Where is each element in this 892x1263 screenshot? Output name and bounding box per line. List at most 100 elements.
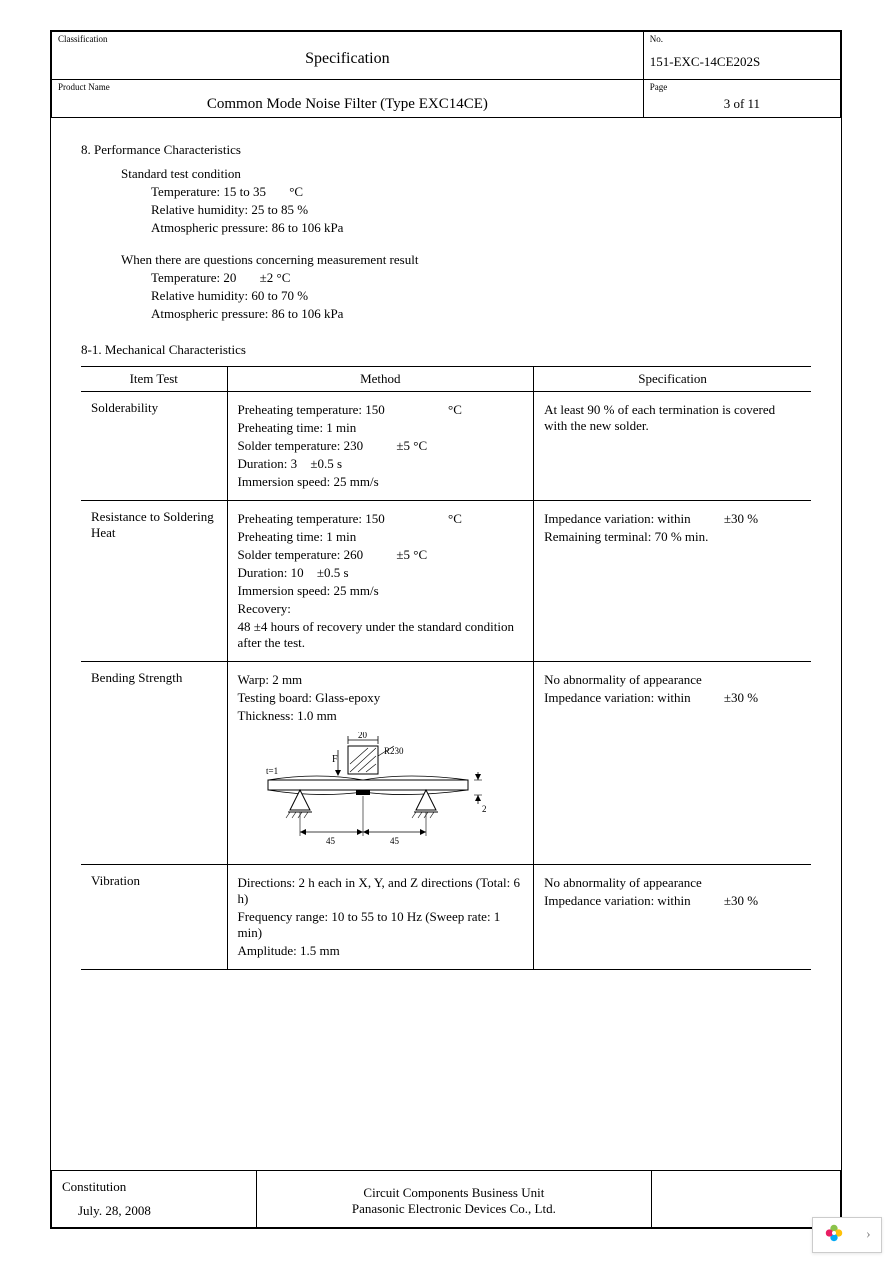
solder-temp-tol: ±5 °C xyxy=(396,438,427,454)
header-product-cell: Product Name Common Mode Noise Filter (T… xyxy=(52,80,644,118)
footer-table: Constitution July. 28, 2008 Circuit Comp… xyxy=(51,1170,841,1228)
immersion: Immersion speed: 25 mm/s xyxy=(238,583,524,599)
method-cell: Directions: 2 h each in X, Y, and Z dire… xyxy=(227,865,534,970)
std-rh: Relative humidity: 25 to 85 % xyxy=(151,202,811,218)
header-classification-cell: Classification Specification xyxy=(52,32,644,80)
col-item: Item Test xyxy=(81,367,227,392)
spec-cell: No abnormality of appearance Impedance v… xyxy=(534,865,811,970)
item-cell: Vibration xyxy=(81,865,227,970)
dir: Directions: 2 h each in X, Y, and Z dire… xyxy=(238,875,524,907)
preheat-temp-unit: °C xyxy=(448,511,462,527)
std-temp-line: Temperature: 15 to 35 °C xyxy=(151,184,811,200)
spec-line1: No abnormality of appearance xyxy=(544,672,801,688)
solder-temp-tol: ±5 °C xyxy=(396,547,427,563)
amp: Amplitude: 1.5 mm xyxy=(238,943,524,959)
const-date: July. 28, 2008 xyxy=(78,1203,246,1219)
solder-temp: Solder temperature: 230 xyxy=(238,438,364,453)
dim-45r: 45 xyxy=(390,836,400,846)
corner-widget[interactable]: › xyxy=(812,1217,882,1253)
label-F: F xyxy=(332,754,338,765)
std-title: Standard test condition xyxy=(121,166,811,182)
immersion: Immersion speed: 25 mm/s xyxy=(238,474,524,490)
preheat-temp: Preheating temperature: 150 xyxy=(238,511,385,526)
table-row: Resistance to Soldering Heat Preheating … xyxy=(81,501,811,662)
no-value: 151-EXC-14CE202S xyxy=(650,54,834,70)
duration: Duration: 10 xyxy=(238,565,304,580)
const-label: Constitution xyxy=(62,1179,246,1195)
footer-company-cell: Circuit Components Business Unit Panason… xyxy=(257,1171,652,1228)
item-cell: Bending Strength xyxy=(81,662,227,865)
spec-tol2: ±30 % xyxy=(724,893,758,909)
no-label: No. xyxy=(650,34,834,44)
q-ap: Atmospheric pressure: 86 to 106 kPa xyxy=(151,306,811,322)
std-temp-unit: °C xyxy=(289,184,303,200)
recovery-label: Recovery: xyxy=(238,601,524,617)
std-temp: Temperature: 15 to 35 xyxy=(151,184,266,199)
dim-2: 2 xyxy=(482,804,487,814)
spec-line2: Impedance variation: within xyxy=(544,893,691,908)
q-rh: Relative humidity: 60 to 70 % xyxy=(151,288,811,304)
spec-cell: Impedance variation: within ±30 % Remain… xyxy=(534,501,811,662)
bending-diagram: 20 R230 xyxy=(238,732,524,856)
dim-20: 20 xyxy=(358,732,368,740)
duration-tol: ±0.5 s xyxy=(317,565,349,581)
product-value: Common Mode Noise Filter (Type EXC14CE) xyxy=(58,96,637,113)
spec-line1: Impedance variation: within xyxy=(544,511,691,526)
chevron-right-icon: › xyxy=(866,1227,871,1243)
std-condition-block: Standard test condition Temperature: 15 … xyxy=(121,166,811,236)
mechanical-table: Item Test Method Specification Solderabi… xyxy=(81,366,811,970)
preheat-time: Preheating time: 1 min xyxy=(238,420,524,436)
company-line1: Circuit Components Business Unit xyxy=(267,1185,641,1201)
spec-title: Specification xyxy=(58,50,637,68)
q-temp: Temperature: 20 xyxy=(151,270,236,285)
spec-line2: Impedance variation: within xyxy=(544,690,691,705)
freq: Frequency range: 10 to 55 to 10 Hz (Swee… xyxy=(238,909,524,941)
q-temp-tol: ±2 °C xyxy=(260,270,291,286)
dim-r230: R230 xyxy=(384,746,404,756)
spec-tol2: ±30 % xyxy=(724,690,758,706)
preheat-temp-unit: °C xyxy=(448,402,462,418)
company-line2: Panasonic Electronic Devices Co., Ltd. xyxy=(267,1201,641,1217)
product-label: Product Name xyxy=(58,82,637,92)
page-label: Page xyxy=(650,82,834,92)
classification-label: Classification xyxy=(58,34,637,44)
flower-logo-icon xyxy=(823,1222,845,1248)
spec-tol1: ±30 % xyxy=(724,511,758,527)
recovery-text: 48 ±4 hours of recovery under the standa… xyxy=(238,619,524,651)
q-title: When there are questions concerning meas… xyxy=(121,252,811,268)
col-method: Method xyxy=(227,367,534,392)
preheat-time: Preheating time: 1 min xyxy=(238,529,524,545)
warp: Warp: 2 mm xyxy=(238,672,524,688)
footer-const-cell: Constitution July. 28, 2008 xyxy=(52,1171,257,1228)
q-temp-line: Temperature: 20 ±2 °C xyxy=(151,270,811,286)
spec-line2: Remaining terminal: 70 % min. xyxy=(544,529,801,545)
item-cell: Resistance to Soldering Heat xyxy=(81,501,227,662)
method-cell: Preheating temperature: 150 °C Preheatin… xyxy=(227,501,534,662)
table-row: Solderability Preheating temperature: 15… xyxy=(81,392,811,501)
page-frame: Classification Specification No. 151-EXC… xyxy=(50,30,842,1229)
board: Testing board: Glass-epoxy xyxy=(238,690,524,706)
spec-text: At least 90 % of each termination is cov… xyxy=(544,402,801,434)
duration-tol: ±0.5 s xyxy=(310,456,342,472)
dim-45l: 45 xyxy=(326,836,336,846)
header-table: Classification Specification No. 151-EXC… xyxy=(51,31,841,118)
solder-temp: Solder temperature: 260 xyxy=(238,547,364,562)
table-row: Bending Strength Warp: 2 mm Testing boar… xyxy=(81,662,811,865)
section-81-title: 8-1. Mechanical Characteristics xyxy=(81,342,811,358)
std-ap: Atmospheric pressure: 86 to 106 kPa xyxy=(151,220,811,236)
thick: Thickness: 1.0 mm xyxy=(238,708,524,724)
section-8-title: 8. Performance Characteristics xyxy=(81,142,811,158)
question-block: When there are questions concerning meas… xyxy=(121,252,811,322)
page-value: 3 of 11 xyxy=(650,96,834,112)
spec-cell: No abnormality of appearance Impedance v… xyxy=(534,662,811,865)
header-no-cell: No. 151-EXC-14CE202S xyxy=(643,32,840,80)
content-area: 8. Performance Characteristics Standard … xyxy=(51,118,841,1170)
col-spec: Specification xyxy=(534,367,811,392)
table-row: Vibration Directions: 2 h each in X, Y, … xyxy=(81,865,811,970)
duration: Duration: 3 xyxy=(238,456,298,471)
header-page-cell: Page 3 of 11 xyxy=(643,80,840,118)
item-cell: Solderability xyxy=(81,392,227,501)
spec-cell: At least 90 % of each termination is cov… xyxy=(534,392,811,501)
method-cell: Warp: 2 mm Testing board: Glass-epoxy Th… xyxy=(227,662,534,865)
preheat-temp: Preheating temperature: 150 xyxy=(238,402,385,417)
